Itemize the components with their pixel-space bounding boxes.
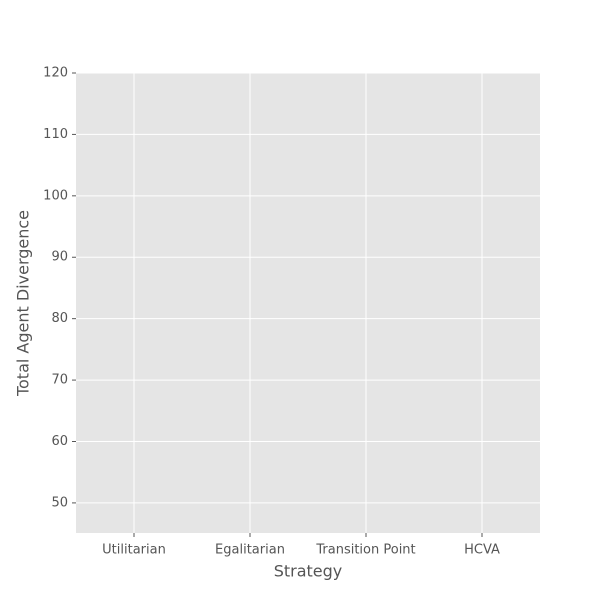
x-axis-label: Strategy xyxy=(274,562,343,581)
plot-background xyxy=(76,73,540,533)
y-tick-label: 100 xyxy=(43,188,68,203)
y-tick-label: 70 xyxy=(51,373,68,388)
y-tick-label: 90 xyxy=(51,250,68,265)
y-tick-label: 80 xyxy=(51,311,68,326)
x-tick-label: Utilitarian xyxy=(102,543,166,558)
x-tick-label: HCVA xyxy=(464,543,500,558)
y-tick-label: 50 xyxy=(51,495,68,510)
y-tick-label: 60 xyxy=(51,434,68,449)
y-axis-label: Total Agent Divergence xyxy=(14,210,33,397)
y-tick-label: 120 xyxy=(43,66,68,81)
x-tick-label: Egalitarian xyxy=(215,543,285,558)
x-tick-label: Transition Point xyxy=(315,543,415,558)
y-tick-label: 110 xyxy=(43,127,68,142)
